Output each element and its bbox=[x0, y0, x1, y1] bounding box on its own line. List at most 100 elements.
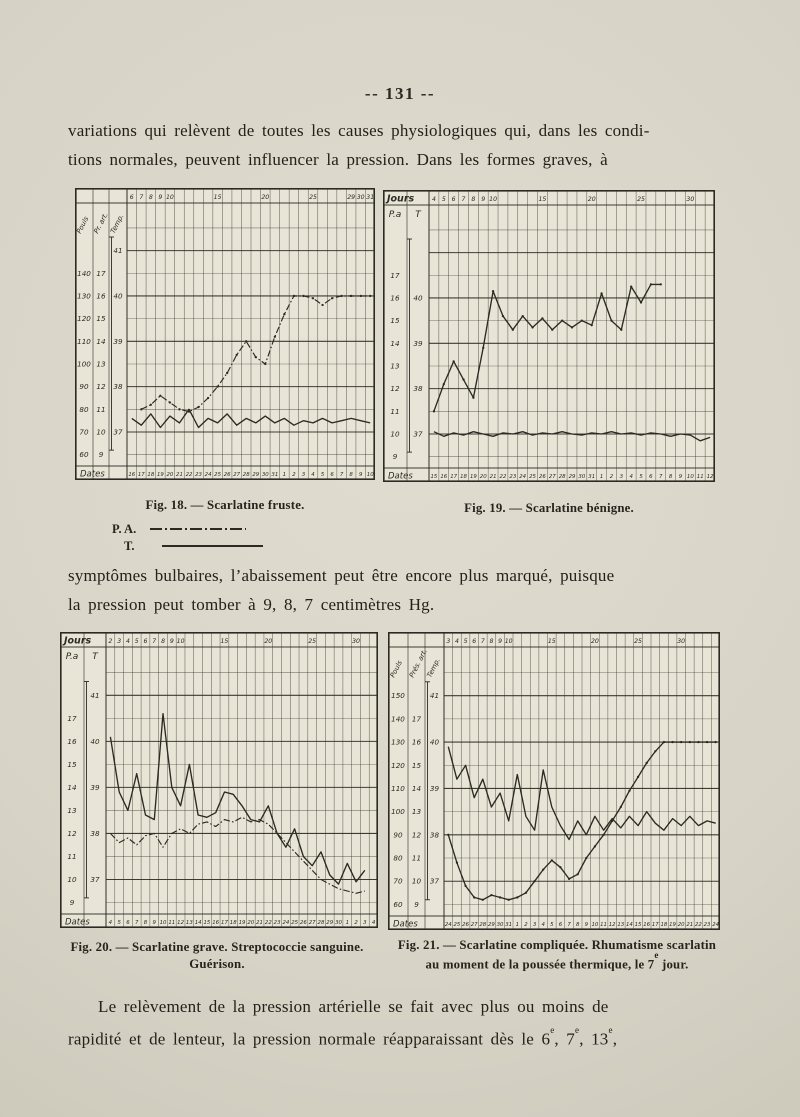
svg-text:10: 10 bbox=[412, 877, 422, 886]
svg-text:25: 25 bbox=[454, 922, 461, 928]
svg-text:10: 10 bbox=[160, 920, 167, 926]
superscript-e: e bbox=[575, 1025, 580, 1035]
svg-text:7: 7 bbox=[139, 194, 143, 201]
svg-text:1: 1 bbox=[600, 474, 603, 480]
svg-text:41: 41 bbox=[113, 246, 122, 255]
figure-19-chart: 4 5 6 7 8 9 10 15 20 25 30 15 16 17 18 19 20 21 22 23 24 25 26… bbox=[383, 190, 715, 487]
svg-text:14: 14 bbox=[96, 337, 106, 346]
svg-text:37: 37 bbox=[90, 875, 100, 884]
svg-text:2: 2 bbox=[610, 474, 614, 480]
svg-text:40: 40 bbox=[413, 293, 423, 302]
figure-21-chart: 3 4 5 6 7 8 9 10 15 20 25 30 24 25 26 27 28 29 30 31 1 2 3 4 5 6 7… bbox=[388, 632, 720, 935]
svg-text:9: 9 bbox=[99, 450, 104, 459]
svg-text:11: 11 bbox=[168, 920, 175, 926]
svg-text:80: 80 bbox=[79, 405, 89, 414]
svg-text:28: 28 bbox=[479, 922, 486, 928]
svg-text:90: 90 bbox=[79, 382, 89, 391]
svg-text:22: 22 bbox=[500, 474, 507, 480]
legend-pa-label: P. A. bbox=[112, 522, 137, 536]
figure-21-caption-line-2: au moment de la poussée thermique, le 7e… bbox=[383, 950, 731, 974]
svg-text:30: 30 bbox=[677, 638, 685, 645]
svg-text:27: 27 bbox=[549, 474, 556, 480]
svg-text:8: 8 bbox=[149, 194, 153, 201]
svg-text:22: 22 bbox=[695, 922, 702, 928]
svg-text:10: 10 bbox=[592, 922, 599, 928]
svg-text:20: 20 bbox=[678, 922, 685, 928]
svg-text:P.a: P.a bbox=[66, 652, 79, 662]
svg-text:28: 28 bbox=[559, 474, 566, 480]
svg-text:29: 29 bbox=[252, 472, 259, 478]
svg-text:150: 150 bbox=[391, 691, 405, 700]
svg-text:8: 8 bbox=[349, 472, 353, 478]
superscript-e: e bbox=[550, 1025, 555, 1035]
svg-text:Dates: Dates bbox=[80, 470, 105, 480]
svg-text:24: 24 bbox=[205, 472, 212, 478]
svg-text:80: 80 bbox=[393, 854, 403, 863]
svg-text:12: 12 bbox=[412, 830, 422, 839]
svg-text:3: 3 bbox=[446, 638, 450, 645]
svg-text:22: 22 bbox=[186, 472, 193, 478]
svg-text:10: 10 bbox=[489, 196, 497, 203]
svg-text:11: 11 bbox=[697, 474, 704, 480]
svg-text:6: 6 bbox=[144, 638, 148, 645]
svg-text:7: 7 bbox=[340, 472, 344, 478]
svg-text:15: 15 bbox=[431, 474, 438, 480]
svg-text:23: 23 bbox=[704, 922, 711, 928]
svg-text:Dates: Dates bbox=[388, 472, 413, 482]
svg-text:19: 19 bbox=[157, 472, 164, 478]
svg-text:7: 7 bbox=[135, 920, 139, 926]
svg-text:90: 90 bbox=[393, 830, 403, 839]
svg-text:17: 17 bbox=[450, 474, 457, 480]
svg-text:3: 3 bbox=[363, 920, 367, 926]
svg-text:2: 2 bbox=[524, 922, 528, 928]
svg-text:38: 38 bbox=[90, 829, 100, 838]
svg-text:13: 13 bbox=[67, 806, 77, 815]
svg-text:19: 19 bbox=[239, 920, 246, 926]
svg-text:16: 16 bbox=[390, 293, 400, 302]
svg-text:7: 7 bbox=[567, 922, 571, 928]
svg-text:25: 25 bbox=[214, 472, 221, 478]
svg-text:25: 25 bbox=[637, 196, 645, 203]
svg-text:40: 40 bbox=[113, 291, 123, 300]
svg-text:31: 31 bbox=[366, 194, 374, 201]
svg-text:9: 9 bbox=[393, 452, 398, 461]
svg-text:16: 16 bbox=[412, 738, 422, 747]
figure-21-caption-line-2-text: au moment de la poussée thermique, le 7 bbox=[425, 957, 655, 972]
svg-text:9: 9 bbox=[679, 474, 683, 480]
svg-text:11: 11 bbox=[390, 407, 399, 416]
paragraph-3-line-2-d: , bbox=[612, 1029, 618, 1049]
svg-text:Dates: Dates bbox=[65, 918, 90, 928]
svg-text:38: 38 bbox=[113, 382, 123, 391]
svg-text:26: 26 bbox=[224, 472, 231, 478]
svg-text:110: 110 bbox=[77, 337, 91, 346]
figure-21-caption: Fig. 21. — Scarlatine compliquée. Rhumat… bbox=[383, 937, 731, 974]
svg-text:28: 28 bbox=[243, 472, 250, 478]
svg-text:20: 20 bbox=[261, 194, 269, 201]
svg-text:29: 29 bbox=[569, 474, 576, 480]
svg-text:15: 15 bbox=[203, 920, 210, 926]
svg-text:8: 8 bbox=[576, 922, 580, 928]
svg-text:4: 4 bbox=[311, 472, 315, 478]
svg-text:6: 6 bbox=[472, 638, 476, 645]
svg-text:20: 20 bbox=[588, 196, 596, 203]
figure-20-chart: 2 3 4 5 6 7 8 9 10 15 20 25 30 4 5 6 7 8 9 10 11 12 13 14 15 16 17… bbox=[60, 632, 378, 933]
svg-text:27: 27 bbox=[471, 922, 478, 928]
svg-text:20: 20 bbox=[480, 474, 487, 480]
svg-text:10: 10 bbox=[96, 427, 106, 436]
svg-text:25: 25 bbox=[529, 474, 536, 480]
superscript-e: e bbox=[608, 1025, 613, 1035]
svg-text:9: 9 bbox=[158, 194, 162, 201]
paragraph-2-line-2: la pression peut tomber à 9, 8, 7 centim… bbox=[68, 595, 435, 614]
svg-text:4: 4 bbox=[126, 638, 130, 645]
svg-text:20: 20 bbox=[166, 472, 173, 478]
svg-text:27: 27 bbox=[233, 472, 240, 478]
svg-text:6: 6 bbox=[330, 472, 334, 478]
svg-text:40: 40 bbox=[430, 738, 440, 747]
svg-text:18: 18 bbox=[230, 920, 237, 926]
svg-text:14: 14 bbox=[412, 784, 422, 793]
svg-text:17: 17 bbox=[390, 271, 400, 280]
svg-text:15: 15 bbox=[548, 638, 556, 645]
svg-text:38: 38 bbox=[413, 384, 423, 393]
